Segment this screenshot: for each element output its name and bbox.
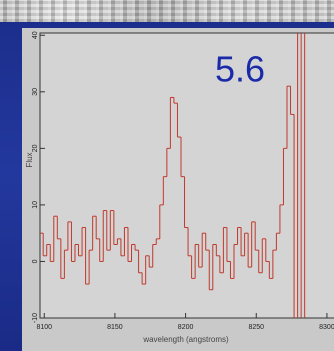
y-tick-label: 40 bbox=[32, 31, 39, 39]
x-axis-label: wavelength (angstroms) bbox=[142, 335, 229, 344]
y-axis-label: Flux bbox=[25, 152, 34, 167]
x-tick-label: 8200 bbox=[178, 324, 194, 331]
x-tick-label: 8100 bbox=[36, 324, 52, 331]
plot-area bbox=[39, 32, 334, 319]
spectrum bbox=[40, 33, 306, 318]
y-tick-label: 10 bbox=[32, 201, 39, 209]
spectrum-image bbox=[0, 0, 334, 22]
y-tick-label: -10 bbox=[32, 313, 39, 323]
x-tick-label: 8150 bbox=[107, 324, 123, 331]
x-tick-label: 8250 bbox=[248, 324, 264, 331]
x-tick-label: 8300 bbox=[319, 324, 334, 331]
y-tick-label: 20 bbox=[32, 144, 39, 152]
y-tick-label: 0 bbox=[32, 259, 39, 263]
annotation: 5.6 bbox=[215, 49, 265, 90]
y-tick-label: 30 bbox=[32, 88, 39, 96]
